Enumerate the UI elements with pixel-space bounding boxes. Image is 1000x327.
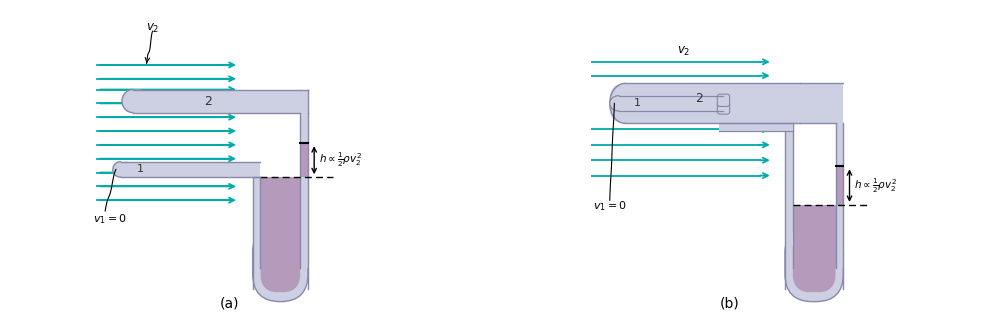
Text: 1: 1 [634,98,641,108]
FancyBboxPatch shape [260,215,300,292]
FancyBboxPatch shape [113,162,134,177]
Bar [260,177,300,268]
Bar [800,83,843,123]
Bar [719,111,729,112]
Text: $v_2$: $v_2$ [677,44,690,58]
Bar [836,166,843,205]
Bar [300,143,308,177]
Text: $v_1 = 0$: $v_1 = 0$ [593,199,627,213]
Bar [719,123,793,131]
Text: $v_1 = 0$: $v_1 = 0$ [93,212,127,226]
Bar [121,162,260,177]
FancyBboxPatch shape [610,96,630,111]
Bar [253,177,260,268]
FancyBboxPatch shape [785,225,843,301]
Bar [300,90,308,112]
Bar [793,83,836,268]
Bar [300,112,308,268]
FancyBboxPatch shape [122,90,150,112]
Text: $v_2$: $v_2$ [146,22,159,35]
Bar [260,145,300,268]
Bar [836,123,843,268]
Text: $h \propto \frac{1}{2}\rho v_2^2$: $h \propto \frac{1}{2}\rho v_2^2$ [319,151,362,169]
FancyBboxPatch shape [717,102,730,114]
FancyBboxPatch shape [260,231,300,292]
Bar [719,97,728,111]
Bar [793,205,836,268]
Text: 2: 2 [695,92,703,105]
Text: 1: 1 [137,164,144,174]
FancyBboxPatch shape [793,231,836,292]
Bar [619,96,723,111]
FancyBboxPatch shape [610,83,637,123]
Text: (b): (b) [720,297,740,311]
FancyBboxPatch shape [717,94,730,107]
Bar [785,123,793,268]
Bar [622,83,800,123]
Text: (a): (a) [220,297,239,311]
Text: 2: 2 [204,95,212,108]
FancyBboxPatch shape [253,225,308,301]
Text: $h \propto \frac{1}{2}\rho v_2^2$: $h \propto \frac{1}{2}\rho v_2^2$ [854,176,897,195]
FancyBboxPatch shape [793,215,836,292]
Bar [131,90,300,112]
